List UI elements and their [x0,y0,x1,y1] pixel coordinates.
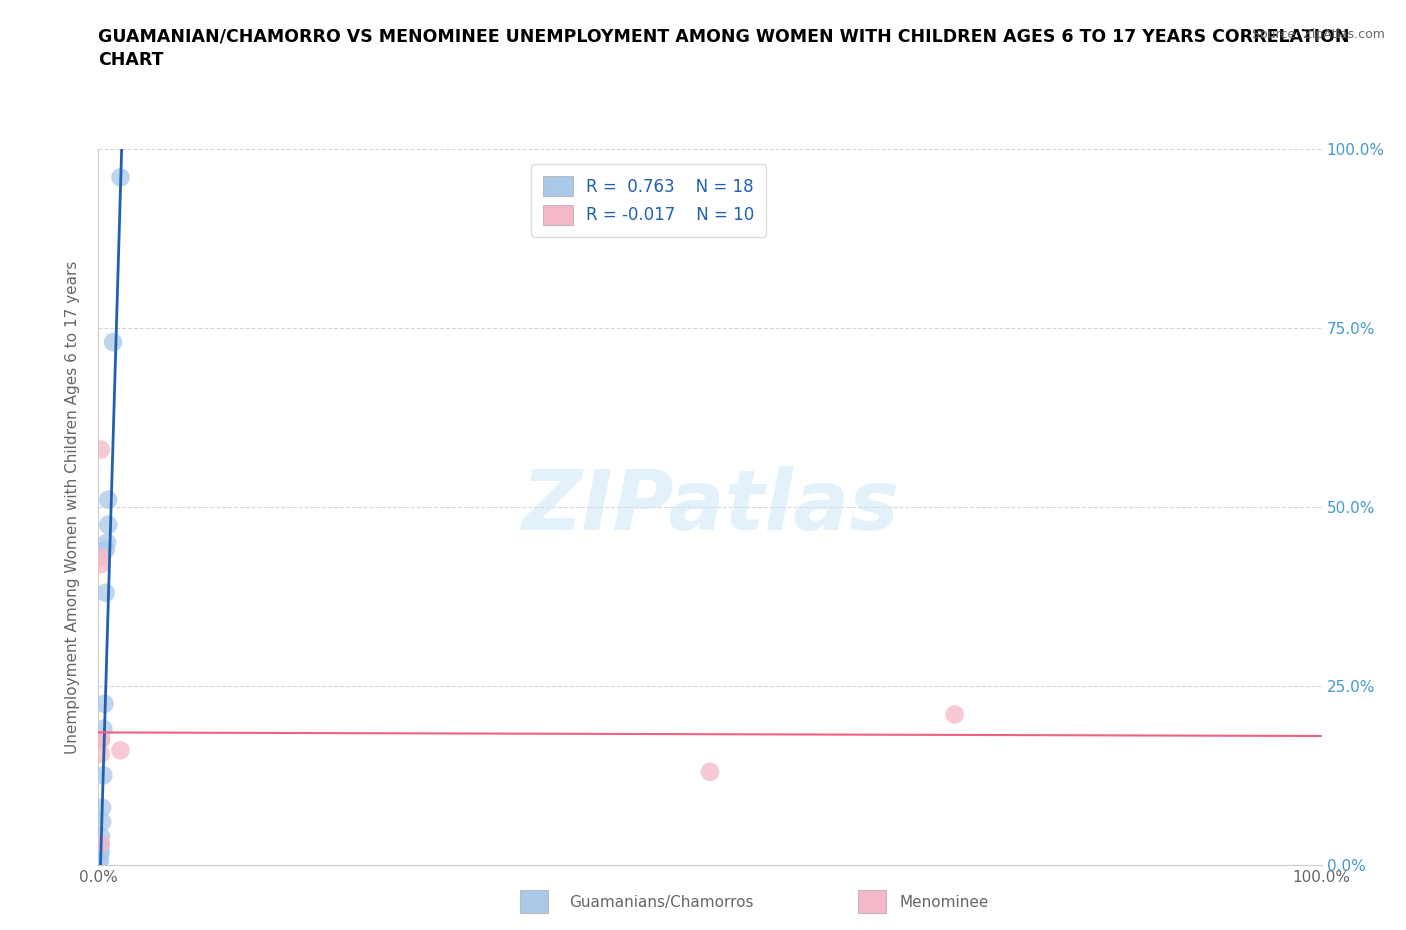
Point [90,844,112,859]
Point [91,722,114,737]
Point [90,550,112,565]
Point [91,815,114,830]
Point [91,800,114,815]
Legend: R =  0.763    N = 18, R = -0.017    N = 10: R = 0.763 N = 18, R = -0.017 N = 10 [531,165,766,236]
Point [90,557,112,572]
Point [90,837,112,852]
Point [90,836,112,851]
Point [94,585,117,600]
Point [94,542,117,557]
Point [96,536,118,551]
Point [90,747,112,762]
Point [101,335,124,350]
Point [97,517,120,532]
Text: Menominee: Menominee [900,895,990,910]
Point [110,743,132,758]
Point [89,854,111,869]
Point [90,442,112,457]
Point [89,852,111,867]
Y-axis label: Unemployment Among Women with Children Ages 6 to 17 years: Unemployment Among Women with Children A… [65,260,80,753]
Text: Guamanians/Chamorros: Guamanians/Chamorros [569,895,754,910]
Point [90,829,112,844]
Text: Source: ZipAtlas.com: Source: ZipAtlas.com [1251,28,1385,41]
Point [699,764,721,779]
Point [110,170,132,185]
Point [90,732,112,747]
Point [93,697,115,711]
Point [943,707,966,722]
Point [91,768,114,783]
Point [97,492,120,507]
Text: ZIPatlas: ZIPatlas [522,466,898,548]
Point [89,846,111,861]
Text: GUAMANIAN/CHAMORRO VS MENOMINEE UNEMPLOYMENT AMONG WOMEN WITH CHILDREN AGES 6 TO: GUAMANIAN/CHAMORRO VS MENOMINEE UNEMPLOY… [98,28,1350,46]
Point [90,732,112,747]
Text: CHART: CHART [98,51,165,69]
